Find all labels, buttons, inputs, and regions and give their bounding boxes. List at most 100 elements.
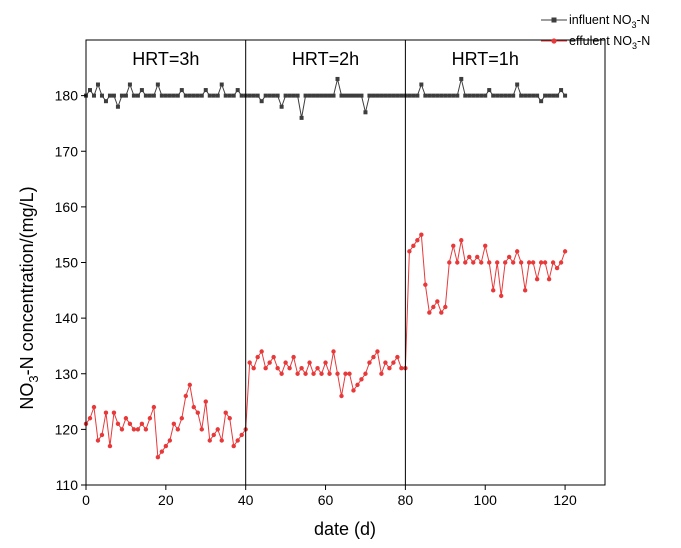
series-1-point-66 [347,371,352,376]
series-1-point-54 [299,365,304,371]
x-tick-label-5: 100 [474,492,498,508]
legend-influent-part-1: influent NO [569,13,632,27]
x-tick-label-4: 80 [398,492,414,508]
series-1-point-23 [175,427,181,432]
series-0-point-91 [447,93,452,98]
series-1-point-111 [526,260,532,265]
series-0-point-31 [207,93,212,98]
y-tick-label-0: 110 [56,477,79,493]
series-0 [84,76,568,120]
series-1-point-22 [171,421,177,427]
series-0-point-71 [367,93,372,98]
series-0-point-104 [499,93,504,98]
series-1-point-86 [427,310,432,315]
series-0-point-78 [395,93,400,98]
series-1-point-98 [475,254,480,260]
series-1-point-56 [307,360,312,365]
series-0-point-113 [535,93,540,98]
x-tick-label-2: 40 [238,492,254,508]
series-0-point-43 [255,93,260,98]
series-0-point-22 [171,93,176,98]
series-0-point-57 [311,93,316,98]
series-0-point-93 [455,93,460,98]
series-1-point-32 [211,432,216,438]
series-1-point-39 [239,432,244,438]
series-0-point-70 [363,110,368,115]
series-0-point-6 [107,93,112,98]
legend-label-influent: influent NO3-N [569,13,650,30]
y-tick-label-4: 150 [55,255,79,271]
series-0-point-108 [515,82,520,87]
series-1-point-57 [311,371,316,376]
series-1-point-24 [179,416,185,421]
series-0-point-7 [111,93,116,98]
series-1-point-38 [235,438,240,443]
series-0-point-85 [423,93,428,98]
series-0-point-16 [147,93,152,98]
series-0-point-94 [459,76,464,81]
series-1-point-61 [327,371,332,376]
series-1-point-116 [546,276,552,282]
series-1-point-8 [115,421,121,427]
series-0-point-45 [263,93,268,98]
series-1-point-10 [123,416,129,421]
series-1-point-117 [550,260,556,265]
y-tick-label-5: 160 [55,199,79,215]
series-1-point-11 [127,421,133,427]
series-1-point-118 [554,265,560,271]
series-1-point-21 [167,438,173,443]
series-0-point-105 [503,93,508,98]
series-1-point-90 [443,304,448,310]
series-1-point-1 [87,416,93,421]
series-1-point-17 [151,404,157,410]
series-0-point-82 [411,93,416,98]
series-0-point-34 [219,82,224,87]
series-1-point-104 [499,293,504,299]
y-tick-label-3: 140 [55,310,79,326]
series-0-point-116 [547,93,552,98]
series-1-point-96 [467,254,472,260]
series-1-point-55 [303,371,308,376]
series-1-point-109 [518,260,524,265]
series-1-point-110 [522,288,528,293]
series-0-point-2 [91,93,96,98]
tick-layer: 0 20 40 60 80 100 120 110 120 130 140 150 160 170 180 [55,88,577,508]
series-0-point-61 [327,93,332,98]
series-1-point-76 [387,365,392,371]
series-1-point-82 [411,243,416,249]
series-1-point-59 [319,371,324,376]
series-1-point-113 [534,276,540,282]
series-1-point-28 [195,410,200,415]
series-0-point-106 [507,93,512,98]
series-0-point-92 [451,93,456,98]
series-1-point-63 [335,371,340,376]
series-1-line [85,233,566,459]
series-1-point-64 [339,393,344,399]
series-0-point-107 [511,93,516,98]
series-0-point-5 [103,99,108,104]
series-0-point-14 [139,88,144,93]
series-1-point-12 [131,427,137,432]
series-0-point-114 [539,99,544,104]
y-axis-label-part-2: -N concentration/(mg/L) [17,186,37,375]
series-1-point-119 [558,260,564,265]
series-0-point-75 [383,93,388,98]
legend-influent-part-2: -N [637,13,650,27]
series-1-point-14 [139,421,145,427]
series-1-point-85 [423,282,428,287]
series-0-point-102 [491,93,496,98]
series-0-point-109 [519,93,524,98]
series-1-point-67 [351,388,356,393]
series-1-point-79 [399,365,404,371]
series-0-point-79 [399,93,404,98]
y-tick-label-7: 180 [55,88,79,104]
series-1-point-65 [343,371,348,376]
legend-label-effluent: effulent NO3-N [569,34,650,51]
series-1-point-43 [255,354,260,360]
series-0-point-100 [483,93,488,98]
series-1-point-15 [143,427,149,432]
series-1-point-36 [227,416,232,421]
legend: influent NO3-N effulent NO3-N [541,13,650,51]
series-1-point-81 [407,249,412,254]
series-1-point-101 [487,260,492,265]
